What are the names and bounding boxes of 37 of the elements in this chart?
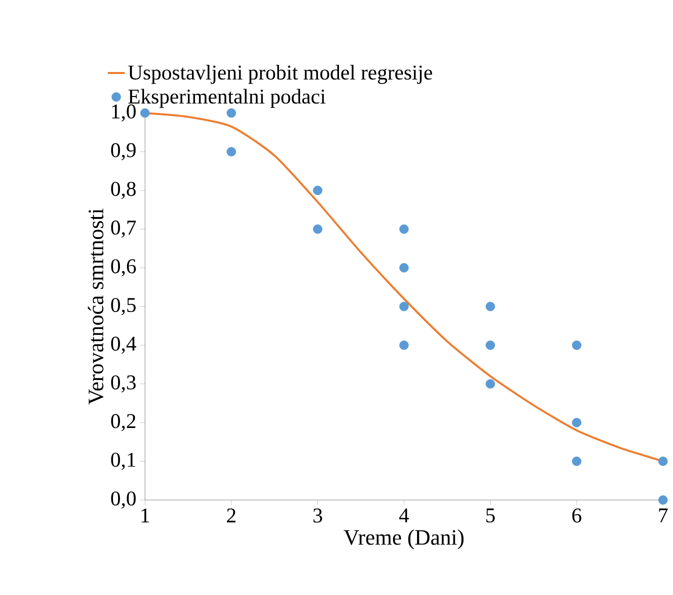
- point: [226, 146, 236, 156]
- y-tick-label: 0,3: [111, 375, 136, 392]
- point: [486, 302, 496, 312]
- point: [572, 456, 582, 466]
- y-tick-label: 0,0: [111, 491, 136, 509]
- y-tick-label: 0,1: [111, 452, 136, 470]
- x-tick-label: 7: [659, 508, 668, 522]
- y-tick-label: 0,2: [111, 414, 136, 432]
- x-tick-label: 5: [486, 508, 495, 522]
- point: [399, 224, 409, 234]
- point: [486, 379, 496, 389]
- y-axis-title: Verovatnoća smrtnosti: [88, 208, 104, 405]
- point: [658, 495, 668, 505]
- point: [658, 456, 668, 466]
- y-tick-label: 0,6: [111, 259, 136, 276]
- point: [140, 108, 150, 118]
- point: [572, 340, 582, 350]
- legend-label: Uspostavljeni probit model regresije: [128, 64, 432, 84]
- point: [226, 108, 236, 118]
- x-axis-title: Vreme (Dani): [344, 529, 464, 550]
- x-tick-label: 3: [313, 508, 322, 523]
- y-tick-label: 0,8: [111, 182, 136, 199]
- point: [312, 224, 322, 234]
- point: [399, 340, 409, 350]
- y-tick-label: 0,9: [111, 143, 136, 160]
- y-tick-label: 0,7: [111, 220, 136, 238]
- x-tick-label: 4: [399, 508, 409, 522]
- point: [399, 263, 409, 272]
- point: [572, 418, 582, 428]
- y-tick-label: 0,4: [111, 336, 136, 354]
- x-tick-label: 2: [227, 508, 236, 522]
- y-tick-label: 0,5: [111, 298, 136, 316]
- x-tick-label: 6: [572, 508, 582, 523]
- point: [486, 340, 496, 350]
- x-tick-label: 1: [142, 508, 149, 522]
- point: [312, 186, 322, 196]
- point: [399, 302, 409, 312]
